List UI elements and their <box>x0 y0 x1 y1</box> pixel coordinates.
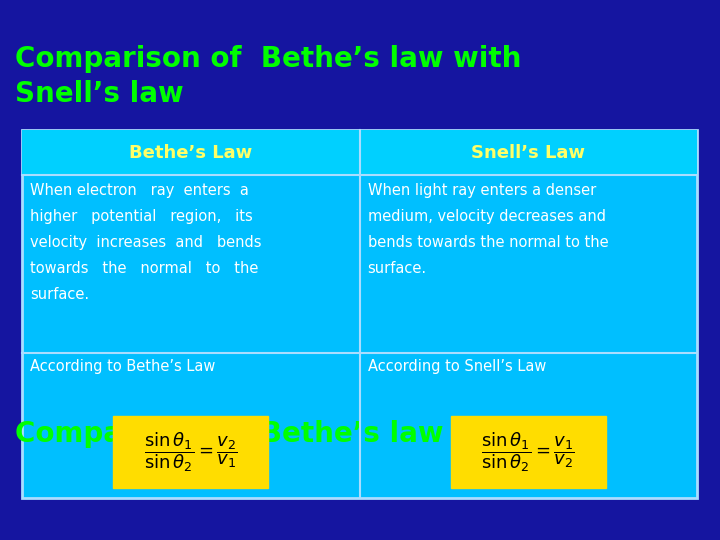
Bar <box>113 416 269 488</box>
Text: surface.: surface. <box>30 287 89 302</box>
Text: Comparison of  Bethe’s law with: Comparison of Bethe’s law with <box>15 420 521 448</box>
Text: medium, velocity decreases and: medium, velocity decreases and <box>367 209 606 224</box>
Text: $\dfrac{\sin\theta_1}{\sin\theta_2} = \dfrac{v_2}{v_1}$: $\dfrac{\sin\theta_1}{\sin\theta_2} = \d… <box>144 430 238 474</box>
Text: velocity  increases  and   bends: velocity increases and bends <box>30 235 261 250</box>
Text: Snell’s Law: Snell’s Law <box>472 144 585 161</box>
Text: towards   the   normal   to   the: towards the normal to the <box>30 261 258 276</box>
Text: $\dfrac{\sin\theta_1}{\sin\theta_2} = \dfrac{v_1}{v_2}$: $\dfrac{\sin\theta_1}{\sin\theta_2} = \d… <box>482 430 575 474</box>
Text: According to Bethe’s Law: According to Bethe’s Law <box>30 359 215 374</box>
Text: Bethe’s Law: Bethe’s Law <box>129 144 253 161</box>
Bar <box>22 130 697 498</box>
Bar <box>451 416 606 488</box>
Text: When light ray enters a denser: When light ray enters a denser <box>367 183 595 198</box>
Text: When electron   ray  enters  a: When electron ray enters a <box>30 183 249 198</box>
Text: Snell’s law: Snell’s law <box>15 80 184 108</box>
Text: bends towards the normal to the: bends towards the normal to the <box>367 235 608 250</box>
Bar <box>22 130 697 175</box>
Text: surface.: surface. <box>367 261 427 276</box>
Text: According to Snell’s Law: According to Snell’s Law <box>367 359 546 374</box>
Text: higher   potential   region,   its: higher potential region, its <box>30 209 253 224</box>
Text: Comparison of  Bethe’s law with: Comparison of Bethe’s law with <box>15 45 521 73</box>
